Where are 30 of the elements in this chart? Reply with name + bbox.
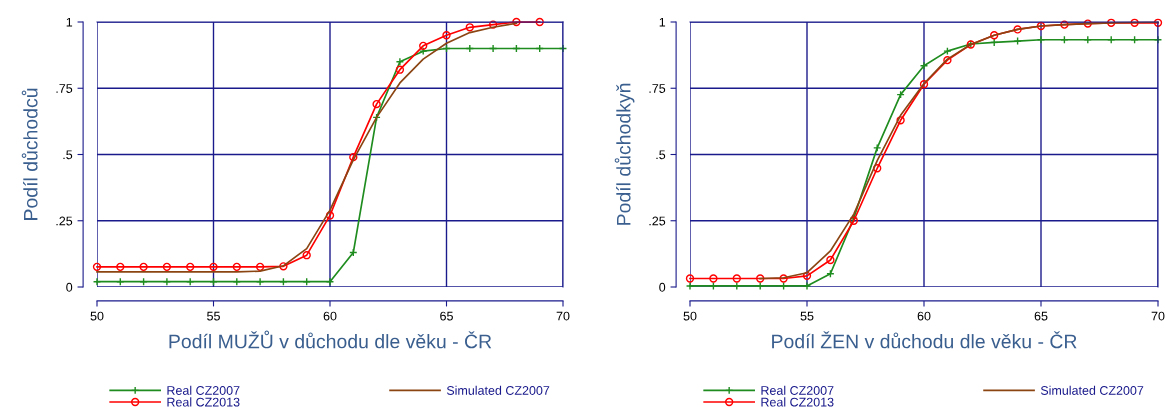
y-axis-title: Podíl důchodců — [21, 88, 38, 220]
legend-label: Simulated CZ2007 — [1040, 385, 1144, 395]
x-tick-label: 65 — [440, 311, 453, 321]
legend-label: Simulated CZ2007 — [446, 385, 550, 395]
y-tick-label: .25 — [56, 216, 73, 226]
y-tick-label: .25 — [649, 216, 666, 226]
y-tick-label: .75 — [649, 84, 666, 93]
y-tick-label: .75 — [56, 84, 73, 93]
legend-label: Real CZ2007 — [761, 385, 834, 395]
x-tick-label: 50 — [90, 311, 104, 321]
x-tick-label: 50 — [683, 311, 697, 321]
x-tick-label: 55 — [207, 311, 220, 321]
legend-label: Real CZ2013 — [761, 397, 834, 407]
x-axis-title: Podíl ŽEN v důchodu dle věku - ČR — [772, 331, 1077, 349]
x-tick-label: 70 — [556, 311, 570, 321]
y-tick-label: 0 — [66, 282, 73, 292]
y-tick-label: 0 — [659, 282, 666, 292]
y-tick-label: .5 — [656, 150, 666, 160]
y-tick-label: 1 — [66, 17, 73, 27]
x-tick-label: 70 — [1151, 311, 1165, 321]
x-tick-label: 65 — [1034, 311, 1048, 321]
x-axis-title: Podíl MUŽŮ v důchodu dle věku - ČR — [169, 330, 492, 349]
y-tick-label: 1 — [659, 17, 666, 27]
legend-label: Real CZ2013 — [167, 397, 240, 407]
y-axis-title: Podíl důchodkyň — [614, 83, 635, 225]
x-tick-label: 60 — [323, 311, 337, 321]
y-tick-label: .5 — [63, 150, 73, 160]
x-tick-label: 55 — [800, 311, 814, 321]
x-tick-label: 60 — [917, 311, 931, 321]
legend-label: Real CZ2007 — [167, 385, 240, 395]
